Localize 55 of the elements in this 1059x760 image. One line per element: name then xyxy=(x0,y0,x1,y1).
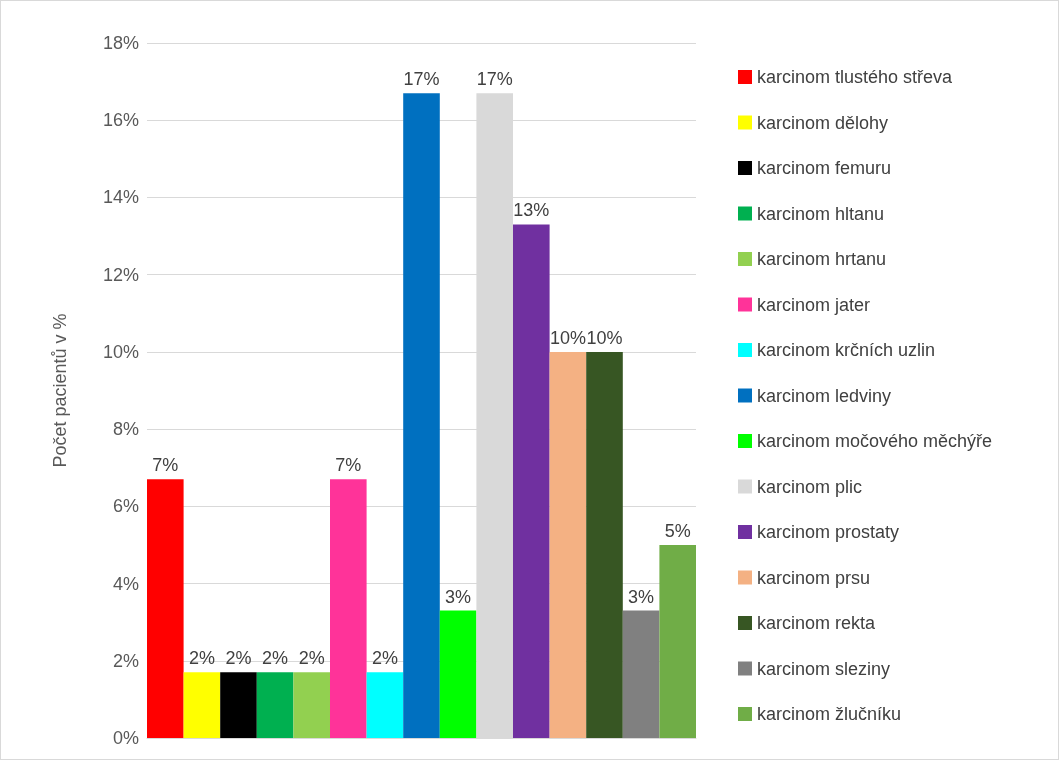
data-label: 3% xyxy=(445,586,472,607)
y-tick-label: 2% xyxy=(112,650,139,671)
legend-label: karcinom femuru xyxy=(757,158,892,178)
legend-label: karcinom ledviny xyxy=(757,385,892,406)
y-tick-label: 18% xyxy=(102,33,139,53)
data-label: 7% xyxy=(335,455,362,476)
legend-label: karcinom krčních uzlin xyxy=(757,340,936,360)
bar xyxy=(622,610,660,738)
bar xyxy=(513,224,550,738)
data-label: 2% xyxy=(225,648,252,669)
legend-label: karcinom hrtanu xyxy=(757,249,887,269)
bar xyxy=(330,479,367,738)
y-tick-label: 0% xyxy=(112,728,139,748)
data-label: 7% xyxy=(152,455,179,476)
bar xyxy=(659,544,696,738)
legend-label: karcinom jater xyxy=(757,294,871,315)
y-tick-label: 14% xyxy=(102,187,139,208)
data-label: 2% xyxy=(188,648,215,669)
legend-label: karcinom močového měchýře xyxy=(757,431,993,451)
y-tick-label: 10% xyxy=(102,341,139,362)
legend-label: karcinom rekta xyxy=(757,613,877,633)
bar xyxy=(147,479,184,738)
y-tick-label: 12% xyxy=(102,264,139,285)
bar xyxy=(439,610,477,738)
bar xyxy=(366,672,404,738)
bar xyxy=(256,672,294,738)
data-label: 2% xyxy=(371,648,398,669)
legend-label: karcinom žlučníku xyxy=(757,704,902,724)
bar xyxy=(586,351,623,738)
legend-label: karcinom sleziny xyxy=(757,658,891,679)
bar xyxy=(549,351,587,738)
y-tick-label: 6% xyxy=(112,496,139,517)
bar xyxy=(220,672,257,738)
legend-label: karcinom dělohy xyxy=(757,112,889,133)
bar xyxy=(293,672,330,738)
data-label: 13% xyxy=(513,200,550,221)
legend-label: karcinom plic xyxy=(757,476,863,497)
legend-label: karcinom prsu xyxy=(757,567,871,588)
data-label: 2% xyxy=(298,648,325,669)
bar xyxy=(403,93,440,738)
y-axis-title: Počet pacientů v % xyxy=(50,313,70,468)
y-tick-label: 16% xyxy=(102,110,139,131)
data-label: 10% xyxy=(586,327,623,348)
y-tick-label: 8% xyxy=(112,419,139,440)
data-label: 17% xyxy=(403,69,440,90)
legend-label: karcinom tlustého střeva xyxy=(757,67,954,87)
y-tick-label: 4% xyxy=(112,573,139,594)
legend-label: karcinom prostaty xyxy=(757,522,900,542)
legend-label: karcinom hltanu xyxy=(757,203,885,224)
data-label: 10% xyxy=(549,327,586,348)
bar xyxy=(183,672,221,738)
data-label: 3% xyxy=(628,586,655,607)
data-label: 17% xyxy=(476,69,513,90)
data-label: 2% xyxy=(262,648,289,669)
data-label: 5% xyxy=(664,520,691,541)
